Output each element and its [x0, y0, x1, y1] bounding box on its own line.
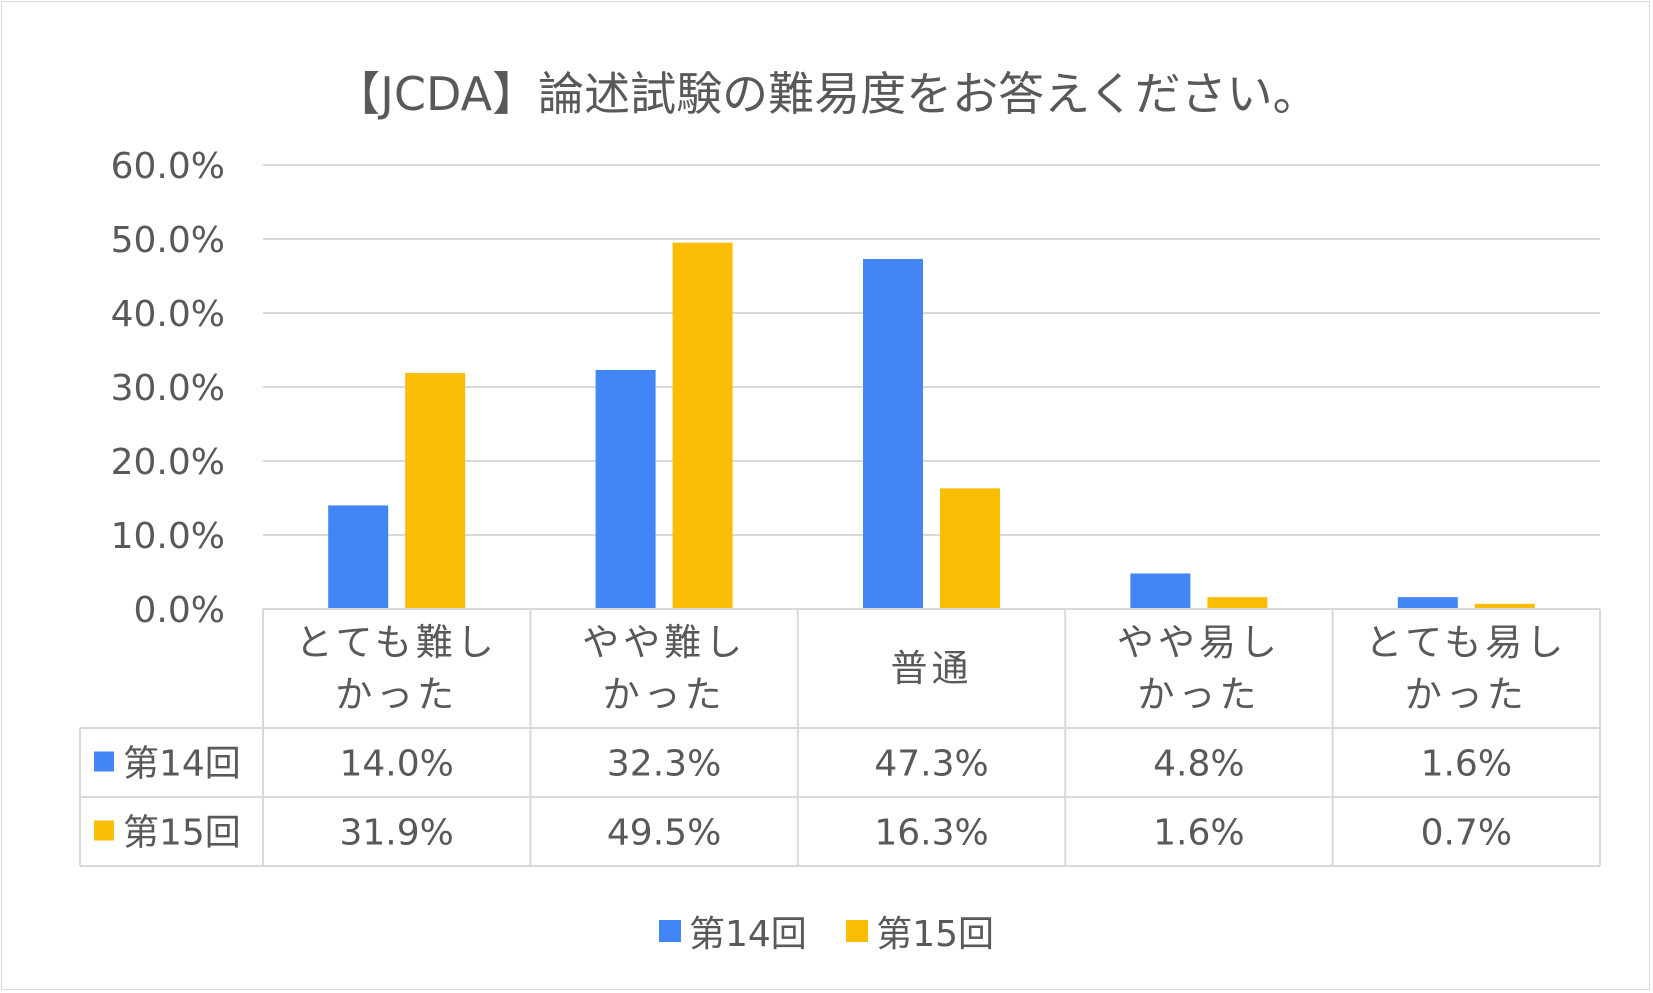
y-tick-label: 30.0%: [111, 368, 225, 409]
legend-swatch-series-1: [658, 920, 681, 942]
x-category-label: かった: [335, 673, 458, 716]
table-value: 4.8%: [1153, 744, 1244, 785]
bar-2-4: [1207, 597, 1268, 609]
table-value: 1.6%: [1153, 813, 1244, 854]
legend-swatch-series-2: [846, 920, 869, 942]
x-category-label: やや易し: [1117, 621, 1281, 664]
table-value: 14.0%: [340, 744, 454, 785]
x-category-label: かった: [1137, 673, 1260, 716]
x-category-label: とても易し: [1365, 621, 1567, 664]
table-series-name: 第14回: [123, 744, 241, 785]
table-series-name: 第15回: [123, 813, 241, 854]
table-legend-key: [94, 820, 114, 841]
bar-1-2: [595, 369, 656, 609]
table-value: 16.3%: [874, 813, 988, 854]
table-value: 49.5%: [607, 813, 721, 854]
bar-1-4: [1130, 573, 1191, 609]
table-value: 1.6%: [1421, 744, 1512, 785]
legend: 第14回 第15回: [0, 905, 1653, 957]
chart-title: 【JCDA】論述試験の難易度をお答えください。: [334, 67, 1319, 121]
y-tick-label: 10.0%: [111, 516, 225, 557]
bar-2-5: [1474, 603, 1535, 609]
table-value: 0.7%: [1421, 813, 1512, 854]
y-tick-label: 60.0%: [111, 146, 225, 187]
table-value: 32.3%: [607, 744, 721, 785]
legend-label-series-1: 第14回: [688, 914, 807, 955]
table-value: 31.9%: [340, 813, 454, 854]
x-category-label: とても難し: [296, 621, 498, 664]
bar-1-5: [1397, 597, 1458, 609]
bar-1-3: [863, 258, 923, 609]
bar-2-3: [940, 488, 1000, 609]
y-tick-label: 40.0%: [111, 294, 225, 335]
x-category-label: かった: [1405, 673, 1528, 716]
y-tick-label: 20.0%: [111, 442, 225, 483]
bar-2-1: [405, 372, 466, 609]
x-category-label: かった: [603, 673, 726, 716]
table-value: 47.3%: [874, 744, 988, 785]
x-category-label: やや難し: [582, 621, 746, 664]
legend-label-series-2: 第15回: [876, 914, 995, 955]
legend-item-series-1: 第14回: [658, 905, 807, 957]
bar-1-1: [328, 505, 389, 609]
bar-2-2: [672, 242, 733, 609]
y-tick-label: 50.0%: [111, 220, 225, 261]
table-legend-key: [94, 751, 114, 772]
x-category-label: 普通: [891, 647, 973, 690]
y-tick-label: 0.0%: [134, 590, 225, 631]
legend-item-series-2: 第15回: [846, 905, 994, 957]
